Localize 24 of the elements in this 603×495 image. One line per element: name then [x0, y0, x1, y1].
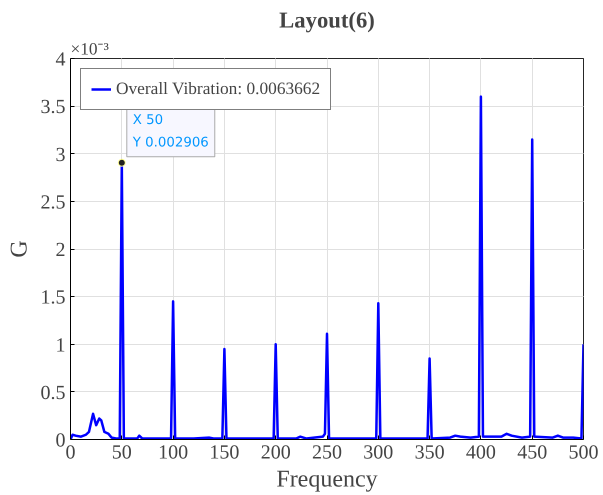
annotation: X 50 Y 0.002906 [132, 113, 209, 151]
y-tick-label: 4 [56, 48, 66, 70]
y-tick-label: 1 [56, 334, 66, 356]
x-tick-label: 200 [260, 442, 291, 464]
y-tick-label: 3.5 [40, 96, 66, 118]
x-tick-label: 500 [568, 442, 598, 464]
y-tick-label: 0.5 [40, 382, 66, 404]
y-tick-label: 1.5 [40, 286, 66, 309]
x-tick-label: 150 [209, 442, 240, 464]
x-tick-label: 100 [158, 442, 188, 464]
y-tick-label: 2.5 [40, 191, 66, 214]
y-tick-label: 3 [56, 144, 66, 166]
x-tick-label: 450 [517, 442, 548, 464]
x-tick-label: 300 [363, 442, 394, 464]
x-axis-title: Frequency [276, 466, 378, 492]
legend-label: Overall Vibration: 0.0063662 [116, 79, 320, 99]
x-tick-label: 350 [414, 442, 445, 464]
y-axis-title: G [6, 240, 32, 258]
x-tick-label: 50 [112, 442, 132, 464]
y-tick-label: 2 [56, 239, 66, 261]
x-tick-label: 250 [312, 442, 342, 464]
x-tick-label: 400 [466, 442, 496, 464]
text: ×10⁻³ [70, 40, 109, 58]
chart-title: Layout(6) [279, 8, 375, 32]
